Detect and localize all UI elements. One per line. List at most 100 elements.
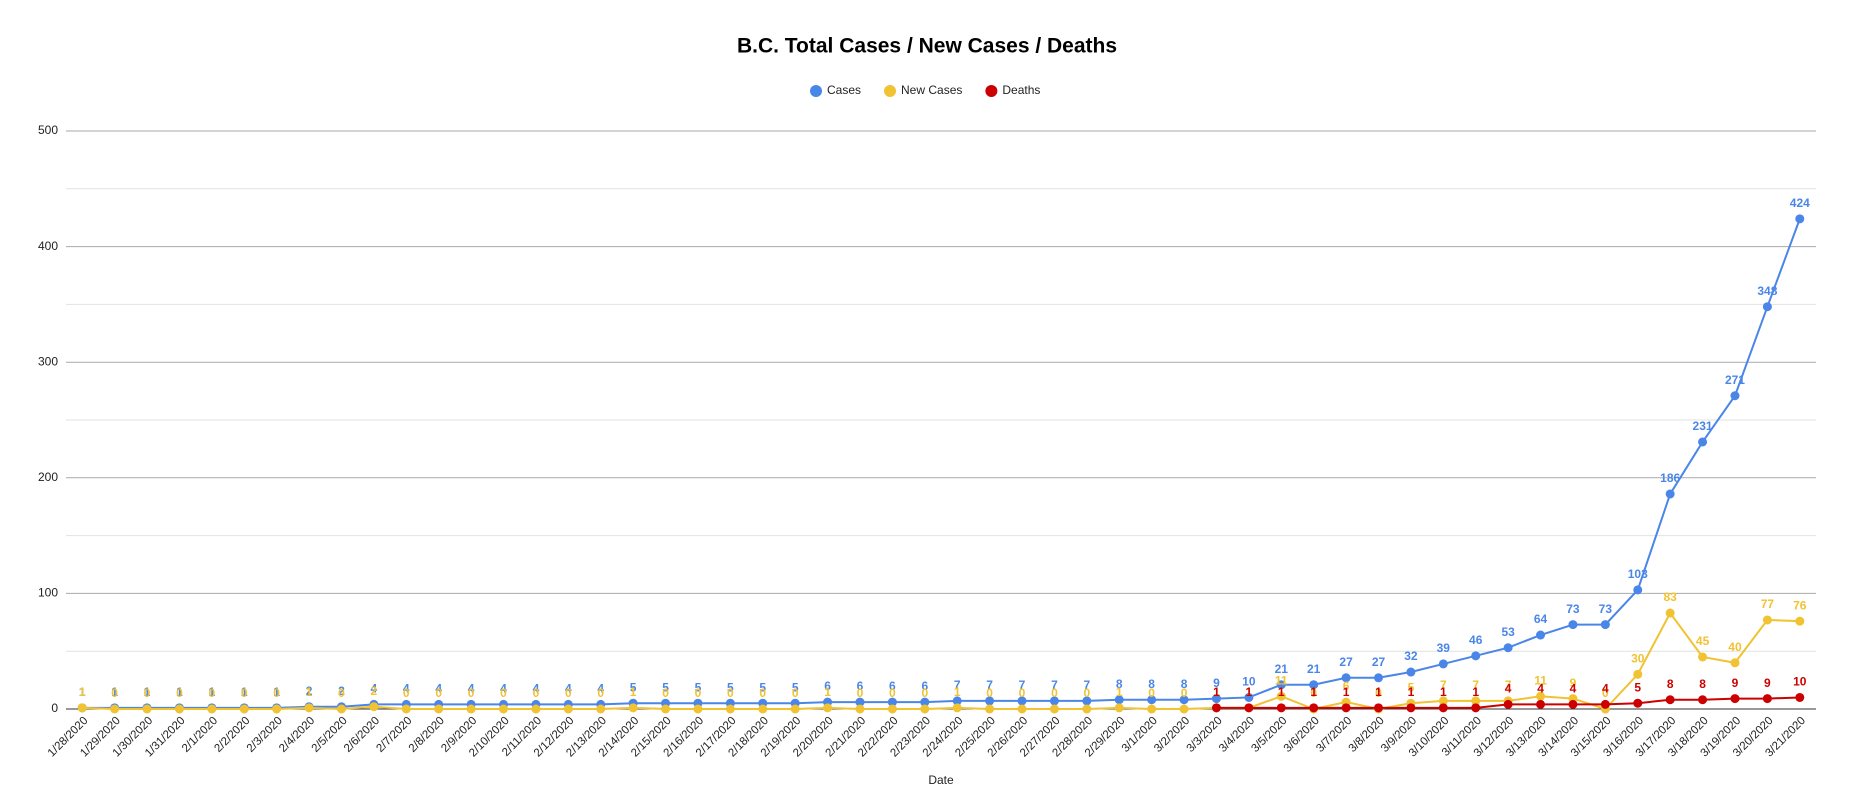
data-label: 4 — [1602, 682, 1609, 696]
data-label: 1 — [79, 685, 86, 699]
data-point — [1438, 703, 1448, 713]
data-label: 1 — [1408, 685, 1415, 699]
data-label: 5 — [662, 680, 669, 694]
data-label: 1 — [1116, 685, 1123, 699]
data-label: 0 — [759, 686, 766, 700]
data-point — [174, 704, 184, 714]
data-label: 348 — [1757, 284, 1777, 298]
data-label: 6 — [921, 679, 928, 693]
data-label: 1 — [176, 685, 183, 699]
x-axis-label: Date — [928, 773, 954, 787]
data-point — [499, 704, 508, 714]
data-point — [1795, 692, 1805, 702]
data-point — [1309, 680, 1319, 690]
data-label: 8 — [1699, 677, 1706, 691]
data-point — [1665, 608, 1675, 618]
data-label: 0 — [565, 686, 572, 700]
data-label: 1 — [1278, 685, 1285, 699]
data-label: 11 — [1275, 673, 1288, 687]
data-label: 8 — [1116, 677, 1123, 691]
data-label: 77 — [1761, 597, 1775, 611]
data-point — [1114, 703, 1124, 713]
data-label: 46 — [1469, 633, 1483, 647]
data-label: 7 — [1051, 678, 1058, 692]
data-label: 27 — [1339, 655, 1353, 669]
data-label: 1 — [954, 685, 961, 699]
data-point — [1017, 704, 1027, 714]
data-label: 0 — [921, 686, 928, 700]
data-point — [1309, 703, 1319, 713]
data-point — [1211, 703, 1221, 713]
data-label: 30 — [1631, 651, 1645, 665]
data-point — [1633, 698, 1643, 708]
data-label: 10 — [1793, 675, 1807, 689]
data-point — [1471, 696, 1481, 706]
data-point — [1471, 651, 1481, 661]
data-label: 0 — [1375, 686, 1382, 700]
data-point — [369, 702, 379, 712]
data-label: 39 — [1437, 641, 1451, 655]
data-point — [1341, 673, 1351, 683]
data-label: 8 — [1148, 677, 1155, 691]
data-point — [1049, 704, 1059, 714]
data-label: 4 — [565, 682, 572, 696]
data-point — [661, 704, 671, 714]
data-label: 73 — [1566, 602, 1580, 616]
data-label: 1 — [1440, 685, 1447, 699]
data-point — [239, 704, 249, 714]
data-label: 6 — [889, 679, 896, 693]
data-point — [1179, 704, 1189, 714]
data-label: 0 — [1148, 686, 1155, 700]
data-label: 0 — [727, 686, 734, 700]
data-point — [1017, 696, 1027, 706]
data-label: 5 — [1408, 680, 1415, 694]
data-label: 45 — [1696, 634, 1710, 648]
legend-marker — [985, 85, 998, 97]
data-label: 7 — [1440, 678, 1447, 692]
data-point — [758, 704, 768, 714]
data-point — [272, 704, 282, 714]
data-point — [1276, 703, 1286, 713]
data-point — [1211, 694, 1221, 704]
data-label: 0 — [273, 686, 280, 700]
legend-label: Deaths — [1002, 83, 1040, 97]
data-label: 0 — [500, 686, 507, 700]
data-point — [531, 704, 541, 714]
data-point — [952, 696, 962, 706]
data-label: 1 — [144, 685, 151, 699]
data-label: 1 — [273, 685, 280, 699]
data-point — [1730, 391, 1740, 401]
data-label: 5 — [792, 680, 799, 694]
data-label: 7 — [1019, 678, 1026, 692]
data-point — [563, 704, 573, 714]
data-label: 21 — [1275, 662, 1289, 676]
data-label: 1 — [241, 685, 248, 699]
data-label: 1 — [1213, 685, 1220, 699]
data-point — [1374, 673, 1383, 683]
data-point — [1600, 699, 1610, 709]
data-label: 0 — [792, 686, 799, 700]
data-label: 2 — [338, 684, 345, 698]
data-label: 0 — [889, 686, 896, 700]
data-label: 0 — [857, 686, 864, 700]
data-label: 8 — [1667, 677, 1674, 691]
data-point — [336, 704, 346, 714]
data-point — [1082, 704, 1092, 714]
data-point — [790, 704, 800, 714]
data-label: 53 — [1501, 625, 1515, 639]
data-point — [110, 704, 120, 714]
data-label: 73 — [1599, 602, 1613, 616]
data-point — [1406, 667, 1416, 677]
data-label: 0 — [435, 686, 442, 700]
y-tick-label: 200 — [38, 470, 58, 484]
data-label: 4 — [597, 682, 604, 696]
data-point — [1244, 692, 1254, 702]
data-point — [1568, 620, 1578, 630]
legend-label: Cases — [827, 83, 861, 97]
data-label: 2 — [306, 684, 313, 698]
data-point — [1633, 669, 1643, 679]
data-label: 1 — [1343, 685, 1350, 699]
data-point — [1536, 691, 1546, 701]
data-label: 4 — [403, 682, 410, 696]
